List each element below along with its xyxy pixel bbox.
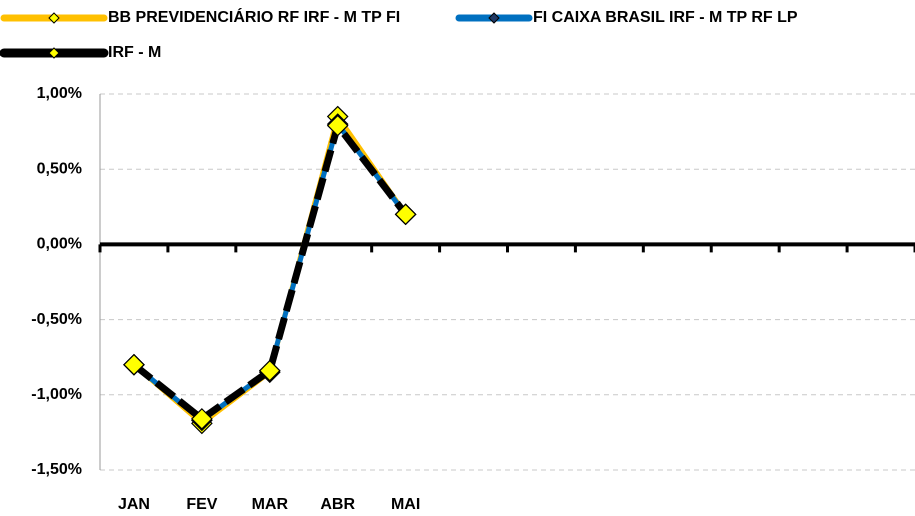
x-tick-label: MAI xyxy=(391,496,420,513)
legend-marker xyxy=(48,47,60,59)
legend-label: IRF - M xyxy=(108,44,161,61)
y-tick-label: 0,50% xyxy=(37,160,82,177)
legend-marker xyxy=(488,12,500,24)
legend-label: FI CAIXA BRASIL IRF - M TP RF LP xyxy=(533,9,798,26)
y-tick-label: 0,00% xyxy=(37,236,82,253)
legend-label: BB PREVIDENCIÁRIO RF IRF - M TP FI xyxy=(108,7,400,26)
y-tick-label: -1,50% xyxy=(31,461,82,478)
point-marker xyxy=(326,114,349,137)
y-tick-label: -1,00% xyxy=(31,386,82,403)
x-tick-label: JAN xyxy=(118,496,150,513)
x-tick-label: MAR xyxy=(252,496,289,513)
point-marker xyxy=(394,203,417,226)
x-tick-label: ABR xyxy=(320,496,355,513)
point-marker xyxy=(123,353,145,376)
y-tick-label: -0,50% xyxy=(31,311,82,328)
point-marker xyxy=(258,359,281,382)
y-tick-label: 1,00% xyxy=(37,85,82,102)
x-tick-label: FEV xyxy=(186,496,217,513)
legend-marker xyxy=(48,12,60,24)
point-marker xyxy=(191,408,213,430)
